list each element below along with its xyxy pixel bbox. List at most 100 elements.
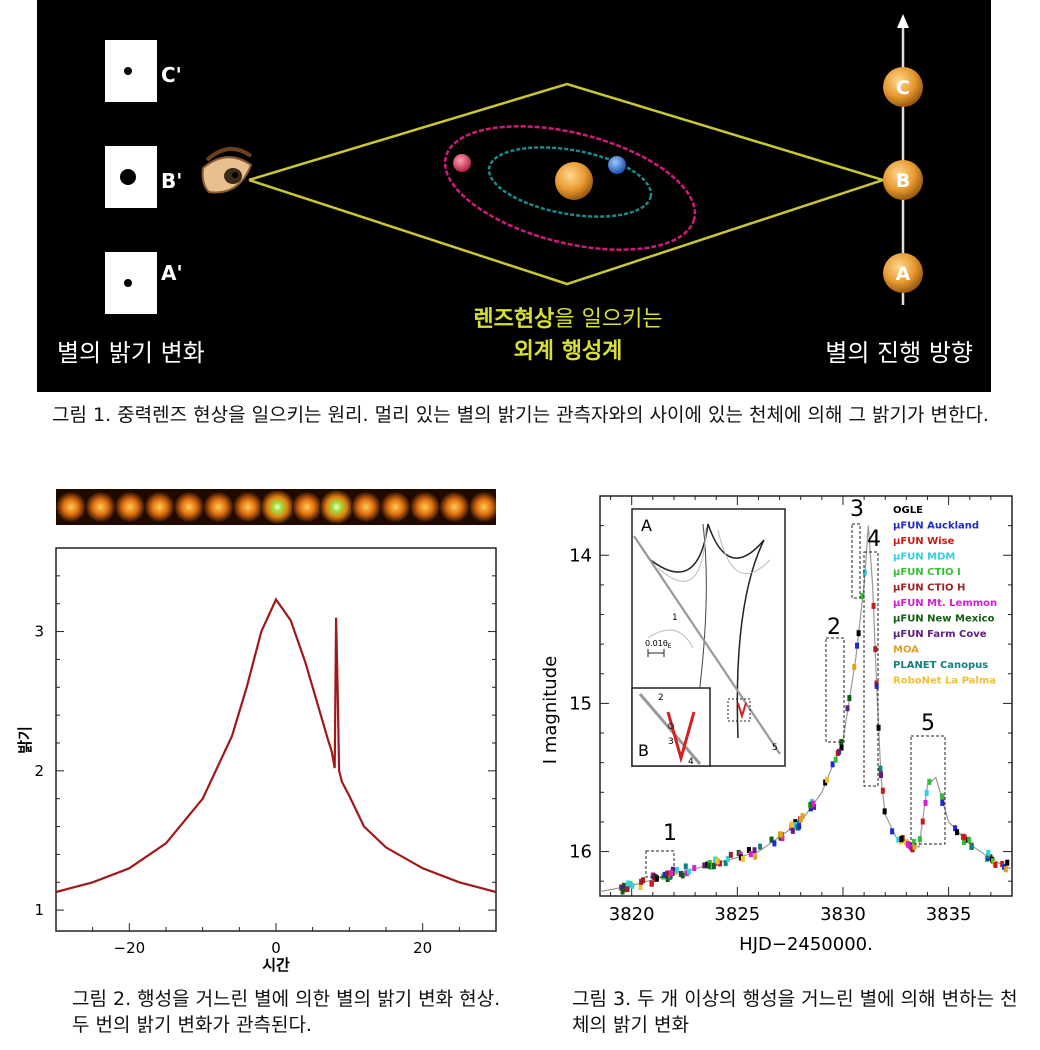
lensing-image-blob — [469, 492, 499, 522]
anomaly-label-2: 2 — [827, 615, 841, 640]
observation-point — [725, 855, 730, 862]
observation-point — [911, 839, 916, 846]
observation-point — [811, 800, 816, 807]
observation-point — [702, 862, 707, 869]
observation-point — [906, 841, 911, 848]
observation-point — [871, 602, 876, 609]
light-curve — [55, 597, 497, 894]
observation-point — [758, 843, 763, 850]
observation-point — [649, 880, 654, 887]
observation-point — [715, 858, 720, 865]
inner-orbit — [487, 146, 653, 218]
y-tick-label: 2 — [34, 762, 44, 780]
observation-point — [833, 756, 838, 763]
observation-point — [839, 744, 844, 751]
observation-point — [880, 787, 885, 794]
y-tick-label: 1 — [34, 901, 44, 919]
legend-entry: PLANET Canopus — [893, 660, 988, 671]
label-a-prime: A' — [161, 261, 183, 285]
observation-point — [927, 778, 932, 785]
caustic-inset: A 1 5 0.01θE B 2 3 4 — [631, 508, 786, 767]
y-tick-label: 16 — [569, 842, 592, 863]
figure-1-lensing-diagram: C' B' A' C B A — [37, 0, 991, 392]
anomaly-label-4: 4 — [867, 527, 881, 552]
observation-point — [839, 739, 844, 746]
observation-point — [620, 888, 625, 895]
observation-point — [797, 823, 802, 830]
x-tick-label: 20 — [413, 939, 432, 957]
anomaly-label-5: 5 — [921, 711, 935, 736]
observation-point — [665, 876, 670, 883]
x-tick-label: 3825 — [714, 904, 760, 925]
observation-point — [738, 851, 743, 858]
observation-point — [862, 569, 867, 576]
lensing-image-blob — [174, 492, 204, 522]
y-tick-label: 14 — [569, 545, 592, 566]
inset-label-b: B — [638, 741, 649, 760]
legend: OGLE μFUN Auckland μFUN Wise μFUN MDM μFUN C… — [893, 505, 997, 687]
lensing-image-blob — [233, 492, 263, 522]
observation-point — [709, 863, 714, 870]
observation-point — [630, 882, 635, 889]
observation-point — [793, 819, 798, 826]
lensing-image-blob — [439, 492, 470, 522]
star-image-c — [105, 40, 157, 102]
observation-point — [845, 705, 850, 712]
observer-eye-icon — [201, 147, 253, 194]
observation-point — [684, 870, 689, 877]
observation-point — [830, 761, 835, 768]
observation-point — [669, 869, 674, 876]
anomaly-label-1: 1 — [663, 821, 677, 846]
star-position-b: B — [883, 160, 923, 200]
observation-point — [711, 862, 716, 869]
observation-point — [793, 822, 798, 829]
observation-point — [692, 865, 697, 872]
svg-text:1: 1 — [672, 613, 678, 623]
observation-point — [740, 855, 745, 862]
lensing-image-blob — [380, 492, 411, 522]
observation-point — [752, 847, 757, 854]
observation-point — [852, 664, 857, 671]
legend-entry: μFUN Mt. Lemmon — [893, 598, 997, 609]
svg-text:3: 3 — [668, 737, 674, 747]
observation-point — [969, 844, 974, 851]
observation-point — [800, 813, 805, 820]
x-axis-label: 시간 — [262, 956, 290, 974]
y-axis-label: 밝기 — [16, 726, 34, 754]
x-tick-label: 3835 — [926, 904, 972, 925]
plot-frame — [55, 547, 497, 932]
observation-point — [986, 849, 991, 856]
brightness-change-label: 별의 밝기 변화 — [57, 339, 205, 367]
planet-blue — [608, 156, 626, 174]
svg-text:5: 5 — [772, 743, 778, 753]
observation-point — [920, 818, 925, 825]
planet-red — [453, 154, 471, 172]
anomaly-box-1 — [645, 850, 675, 878]
star-image-b — [105, 146, 157, 208]
observation-point — [706, 862, 711, 869]
anomaly-box-4 — [863, 551, 879, 787]
lensing-image-blob — [115, 492, 145, 522]
x-axis-label: HJD−2450000. — [739, 934, 873, 955]
observation-point — [789, 821, 794, 828]
observation-point — [717, 860, 722, 867]
lensing-image-blob — [260, 490, 295, 524]
legend-entry: μFUN CTIO I — [893, 567, 961, 578]
observation-point — [953, 825, 958, 832]
exoplanet-system-label: 외계 행성계 — [514, 339, 623, 364]
observation-point — [1003, 866, 1008, 873]
legend-entry: RoboNet La Palma — [893, 676, 996, 687]
inset-label-a: A — [641, 516, 652, 535]
observation-point — [855, 642, 860, 649]
observation-point — [772, 840, 777, 847]
observation-point — [620, 885, 625, 892]
observation-point — [798, 816, 803, 823]
star-position-a: A — [883, 253, 923, 293]
observation-point — [912, 843, 917, 850]
observation-point — [746, 847, 751, 854]
observation-point — [779, 831, 784, 838]
observation-point — [723, 860, 728, 867]
observation-point — [825, 776, 830, 783]
svg-text:A: A — [896, 263, 911, 285]
observation-point — [899, 836, 904, 843]
